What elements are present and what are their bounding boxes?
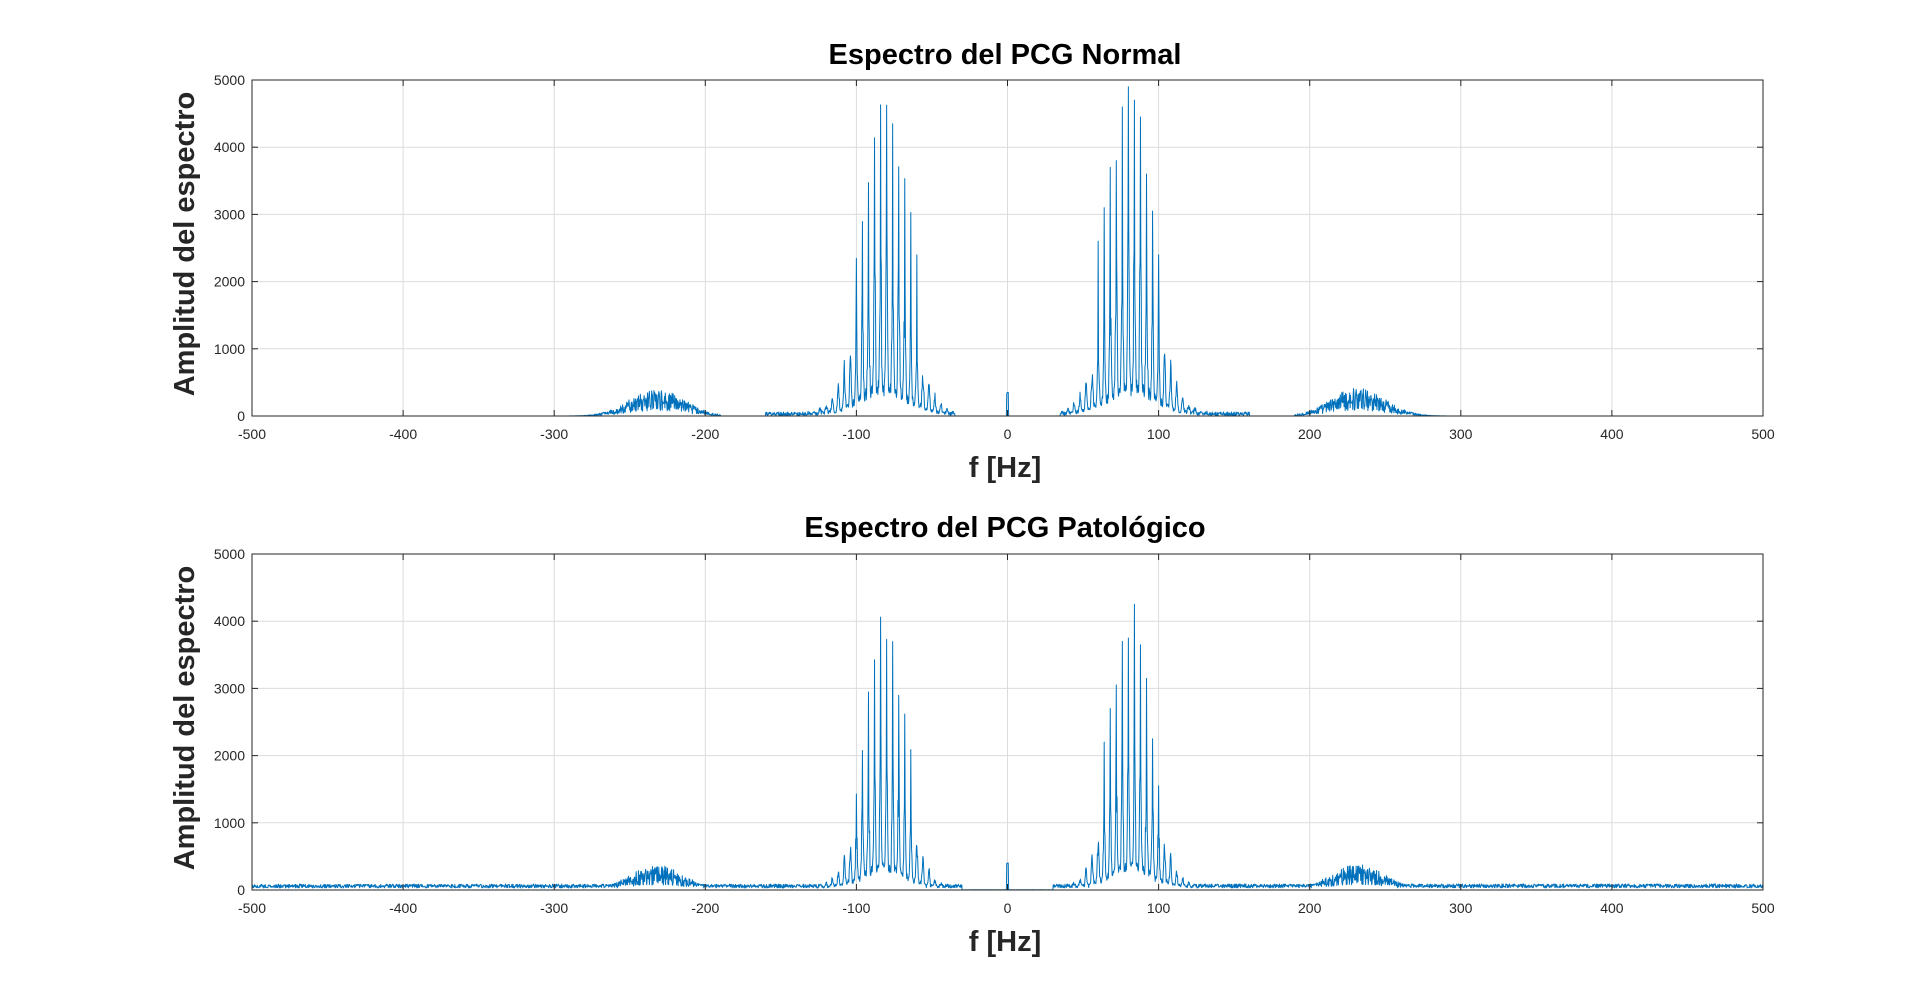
y-tick-label: 2000 [214, 274, 245, 290]
x-tick-label: 100 [1147, 426, 1171, 442]
subplot-normal: Espectro del PCG Normal Amplitud del esp… [169, 39, 1775, 484]
x-tick-label: -500 [238, 900, 266, 916]
spectrum-series-line [251, 603, 1764, 891]
x-tick-label: -200 [691, 900, 719, 916]
x-tick-label: 100 [1147, 900, 1171, 916]
x-tick-label: -400 [389, 900, 417, 916]
y-tick-label: 1000 [214, 815, 245, 831]
x-tick-label: -400 [389, 426, 417, 442]
y-tick-label: 4000 [214, 139, 245, 155]
x-tick-label: -100 [842, 900, 870, 916]
x-tick-label: -100 [842, 426, 870, 442]
x-tick-label: 200 [1298, 900, 1322, 916]
x-tick-label: -200 [691, 426, 719, 442]
y-tick-label: 4000 [214, 613, 245, 629]
x-tick-label: 200 [1298, 426, 1322, 442]
x-axis-title: f [Hz] [969, 926, 1041, 958]
y-axis-title: Amplitud del espectro [169, 92, 201, 397]
y-tick-label: 0 [237, 882, 245, 898]
x-tick-label: 0 [1004, 900, 1012, 916]
chart-title: Espectro del PCG Normal [829, 39, 1182, 71]
x-axis-title: f [Hz] [969, 452, 1041, 484]
y-tick-label: 0 [237, 408, 245, 424]
y-tick-label: 5000 [214, 546, 245, 562]
y-tick-label: 3000 [214, 680, 245, 696]
y-tick-label: 3000 [214, 206, 245, 222]
x-tick-label: -300 [540, 426, 568, 442]
x-tick-label: 400 [1600, 900, 1624, 916]
subplot-pathological: Espectro del PCG Patológico Amplitud del… [169, 512, 1775, 958]
x-tick-label: 400 [1600, 426, 1624, 442]
x-tick-label: 300 [1449, 426, 1473, 442]
x-tick-label: -500 [238, 426, 266, 442]
x-tick-label: 500 [1751, 900, 1775, 916]
y-tick-label: 5000 [214, 72, 245, 88]
chart-title: Espectro del PCG Patológico [804, 512, 1205, 544]
x-tick-label: 300 [1449, 900, 1473, 916]
x-tick-label: 0 [1004, 426, 1012, 442]
x-tick-label: -300 [540, 900, 568, 916]
y-tick-label: 2000 [214, 748, 245, 764]
y-tick-label: 1000 [214, 341, 245, 357]
y-axis-title: Amplitud del espectro [169, 566, 201, 871]
x-tick-label: 500 [1751, 426, 1775, 442]
